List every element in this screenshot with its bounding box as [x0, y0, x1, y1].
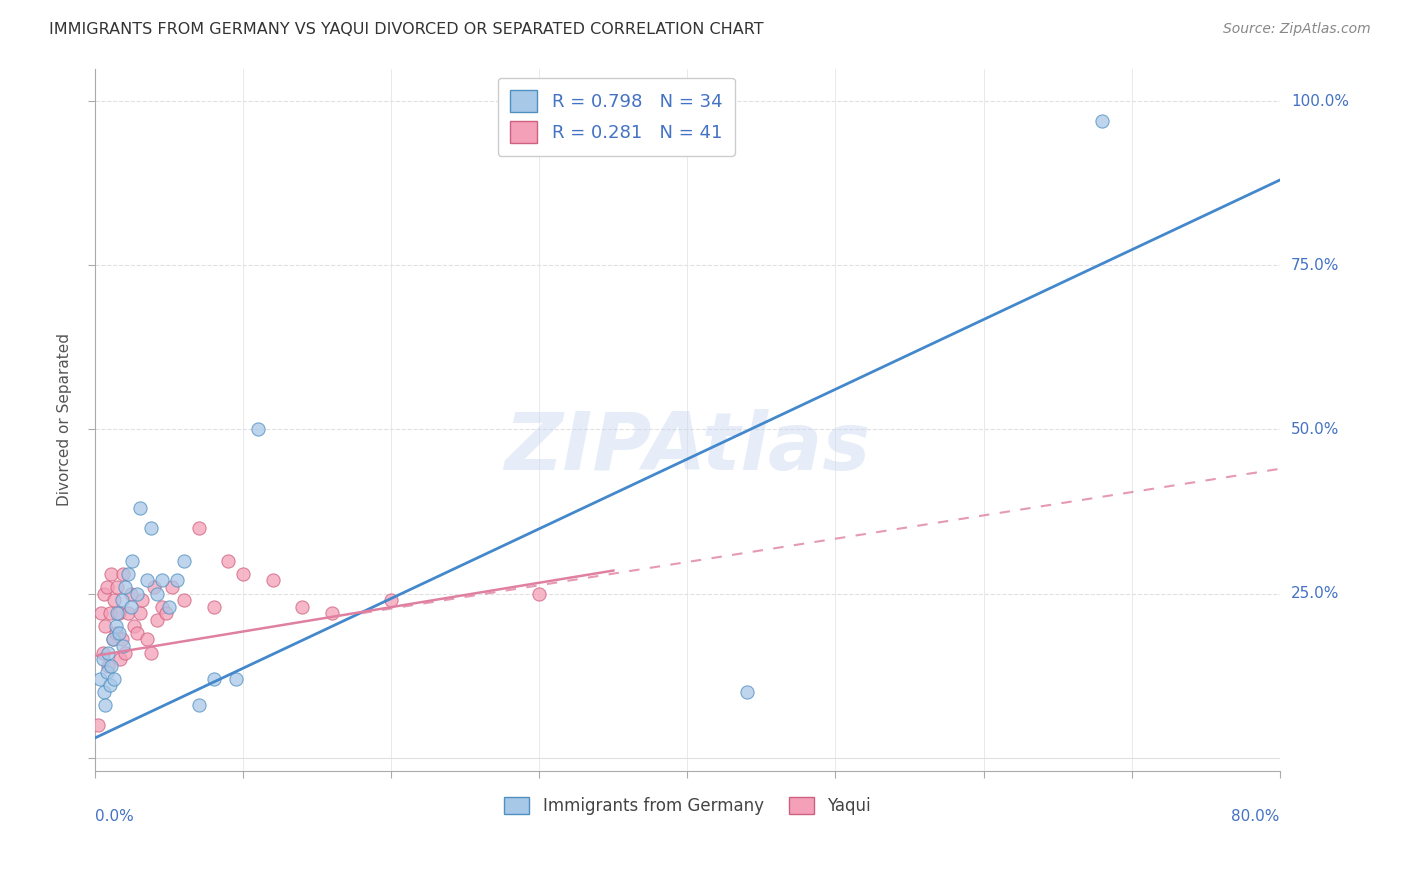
Point	[202, 599, 225, 614]
Point	[187, 521, 209, 535]
Text: 100.0%: 100.0%	[1291, 94, 1348, 109]
Point	[101, 632, 124, 647]
Point	[141, 521, 163, 535]
Point	[103, 593, 125, 607]
Point	[150, 599, 173, 614]
Point	[262, 574, 284, 588]
Text: 0.0%: 0.0%	[96, 809, 134, 824]
Point	[107, 626, 129, 640]
Point	[87, 718, 110, 732]
Y-axis label: Divorced or Separated: Divorced or Separated	[58, 333, 72, 506]
Point	[98, 678, 121, 692]
Legend: Immigrants from Germany, Yaqui: Immigrants from Germany, Yaqui	[498, 790, 877, 822]
Point	[143, 580, 166, 594]
Point	[128, 501, 150, 516]
Point	[96, 665, 118, 680]
Point	[125, 586, 148, 600]
Point	[141, 646, 163, 660]
Point	[160, 580, 183, 594]
Point	[94, 698, 117, 712]
Point	[135, 632, 157, 647]
Point	[98, 606, 121, 620]
Point	[114, 580, 136, 594]
Point	[135, 574, 157, 588]
Point	[146, 586, 169, 600]
Point	[155, 606, 177, 620]
Point	[166, 574, 188, 588]
Point	[202, 672, 225, 686]
Point	[217, 554, 239, 568]
Point	[225, 672, 247, 686]
Point	[112, 566, 135, 581]
Point	[1091, 114, 1114, 128]
Point	[321, 606, 343, 620]
Point	[187, 698, 209, 712]
Point	[529, 586, 551, 600]
Point	[111, 632, 134, 647]
Text: 75.0%: 75.0%	[1291, 258, 1339, 273]
Point	[93, 685, 115, 699]
Point	[96, 580, 118, 594]
Point	[122, 619, 145, 633]
Point	[112, 639, 135, 653]
Point	[105, 606, 128, 620]
Point	[97, 646, 120, 660]
Point	[107, 606, 129, 620]
Point	[91, 646, 114, 660]
Point	[120, 599, 142, 614]
Point	[93, 586, 115, 600]
Point	[131, 593, 153, 607]
Point	[146, 613, 169, 627]
Point	[246, 422, 269, 436]
Point	[117, 606, 139, 620]
Point	[90, 606, 112, 620]
Point	[117, 566, 139, 581]
Point	[125, 626, 148, 640]
Point	[114, 646, 136, 660]
Point	[111, 593, 134, 607]
Point	[291, 599, 314, 614]
Point	[121, 554, 143, 568]
Point	[97, 658, 120, 673]
Point	[103, 672, 125, 686]
Point	[232, 566, 254, 581]
Point	[157, 599, 180, 614]
Point	[100, 566, 122, 581]
Point	[128, 606, 150, 620]
Point	[104, 619, 127, 633]
Point	[110, 652, 132, 666]
Point	[89, 672, 111, 686]
Point	[104, 626, 127, 640]
Point	[150, 574, 173, 588]
Point	[91, 652, 114, 666]
Point	[120, 586, 142, 600]
Point	[105, 580, 128, 594]
Point	[380, 593, 402, 607]
Text: ZIPAtlas: ZIPAtlas	[505, 409, 870, 487]
Point	[94, 619, 117, 633]
Text: Source: ZipAtlas.com: Source: ZipAtlas.com	[1223, 22, 1371, 37]
Point	[101, 632, 124, 647]
Text: IMMIGRANTS FROM GERMANY VS YAQUI DIVORCED OR SEPARATED CORRELATION CHART: IMMIGRANTS FROM GERMANY VS YAQUI DIVORCE…	[49, 22, 763, 37]
Point	[100, 658, 122, 673]
Point	[173, 554, 195, 568]
Text: 50.0%: 50.0%	[1291, 422, 1339, 437]
Point	[735, 685, 758, 699]
Text: 25.0%: 25.0%	[1291, 586, 1339, 601]
Text: 80.0%: 80.0%	[1232, 809, 1279, 824]
Point	[173, 593, 195, 607]
